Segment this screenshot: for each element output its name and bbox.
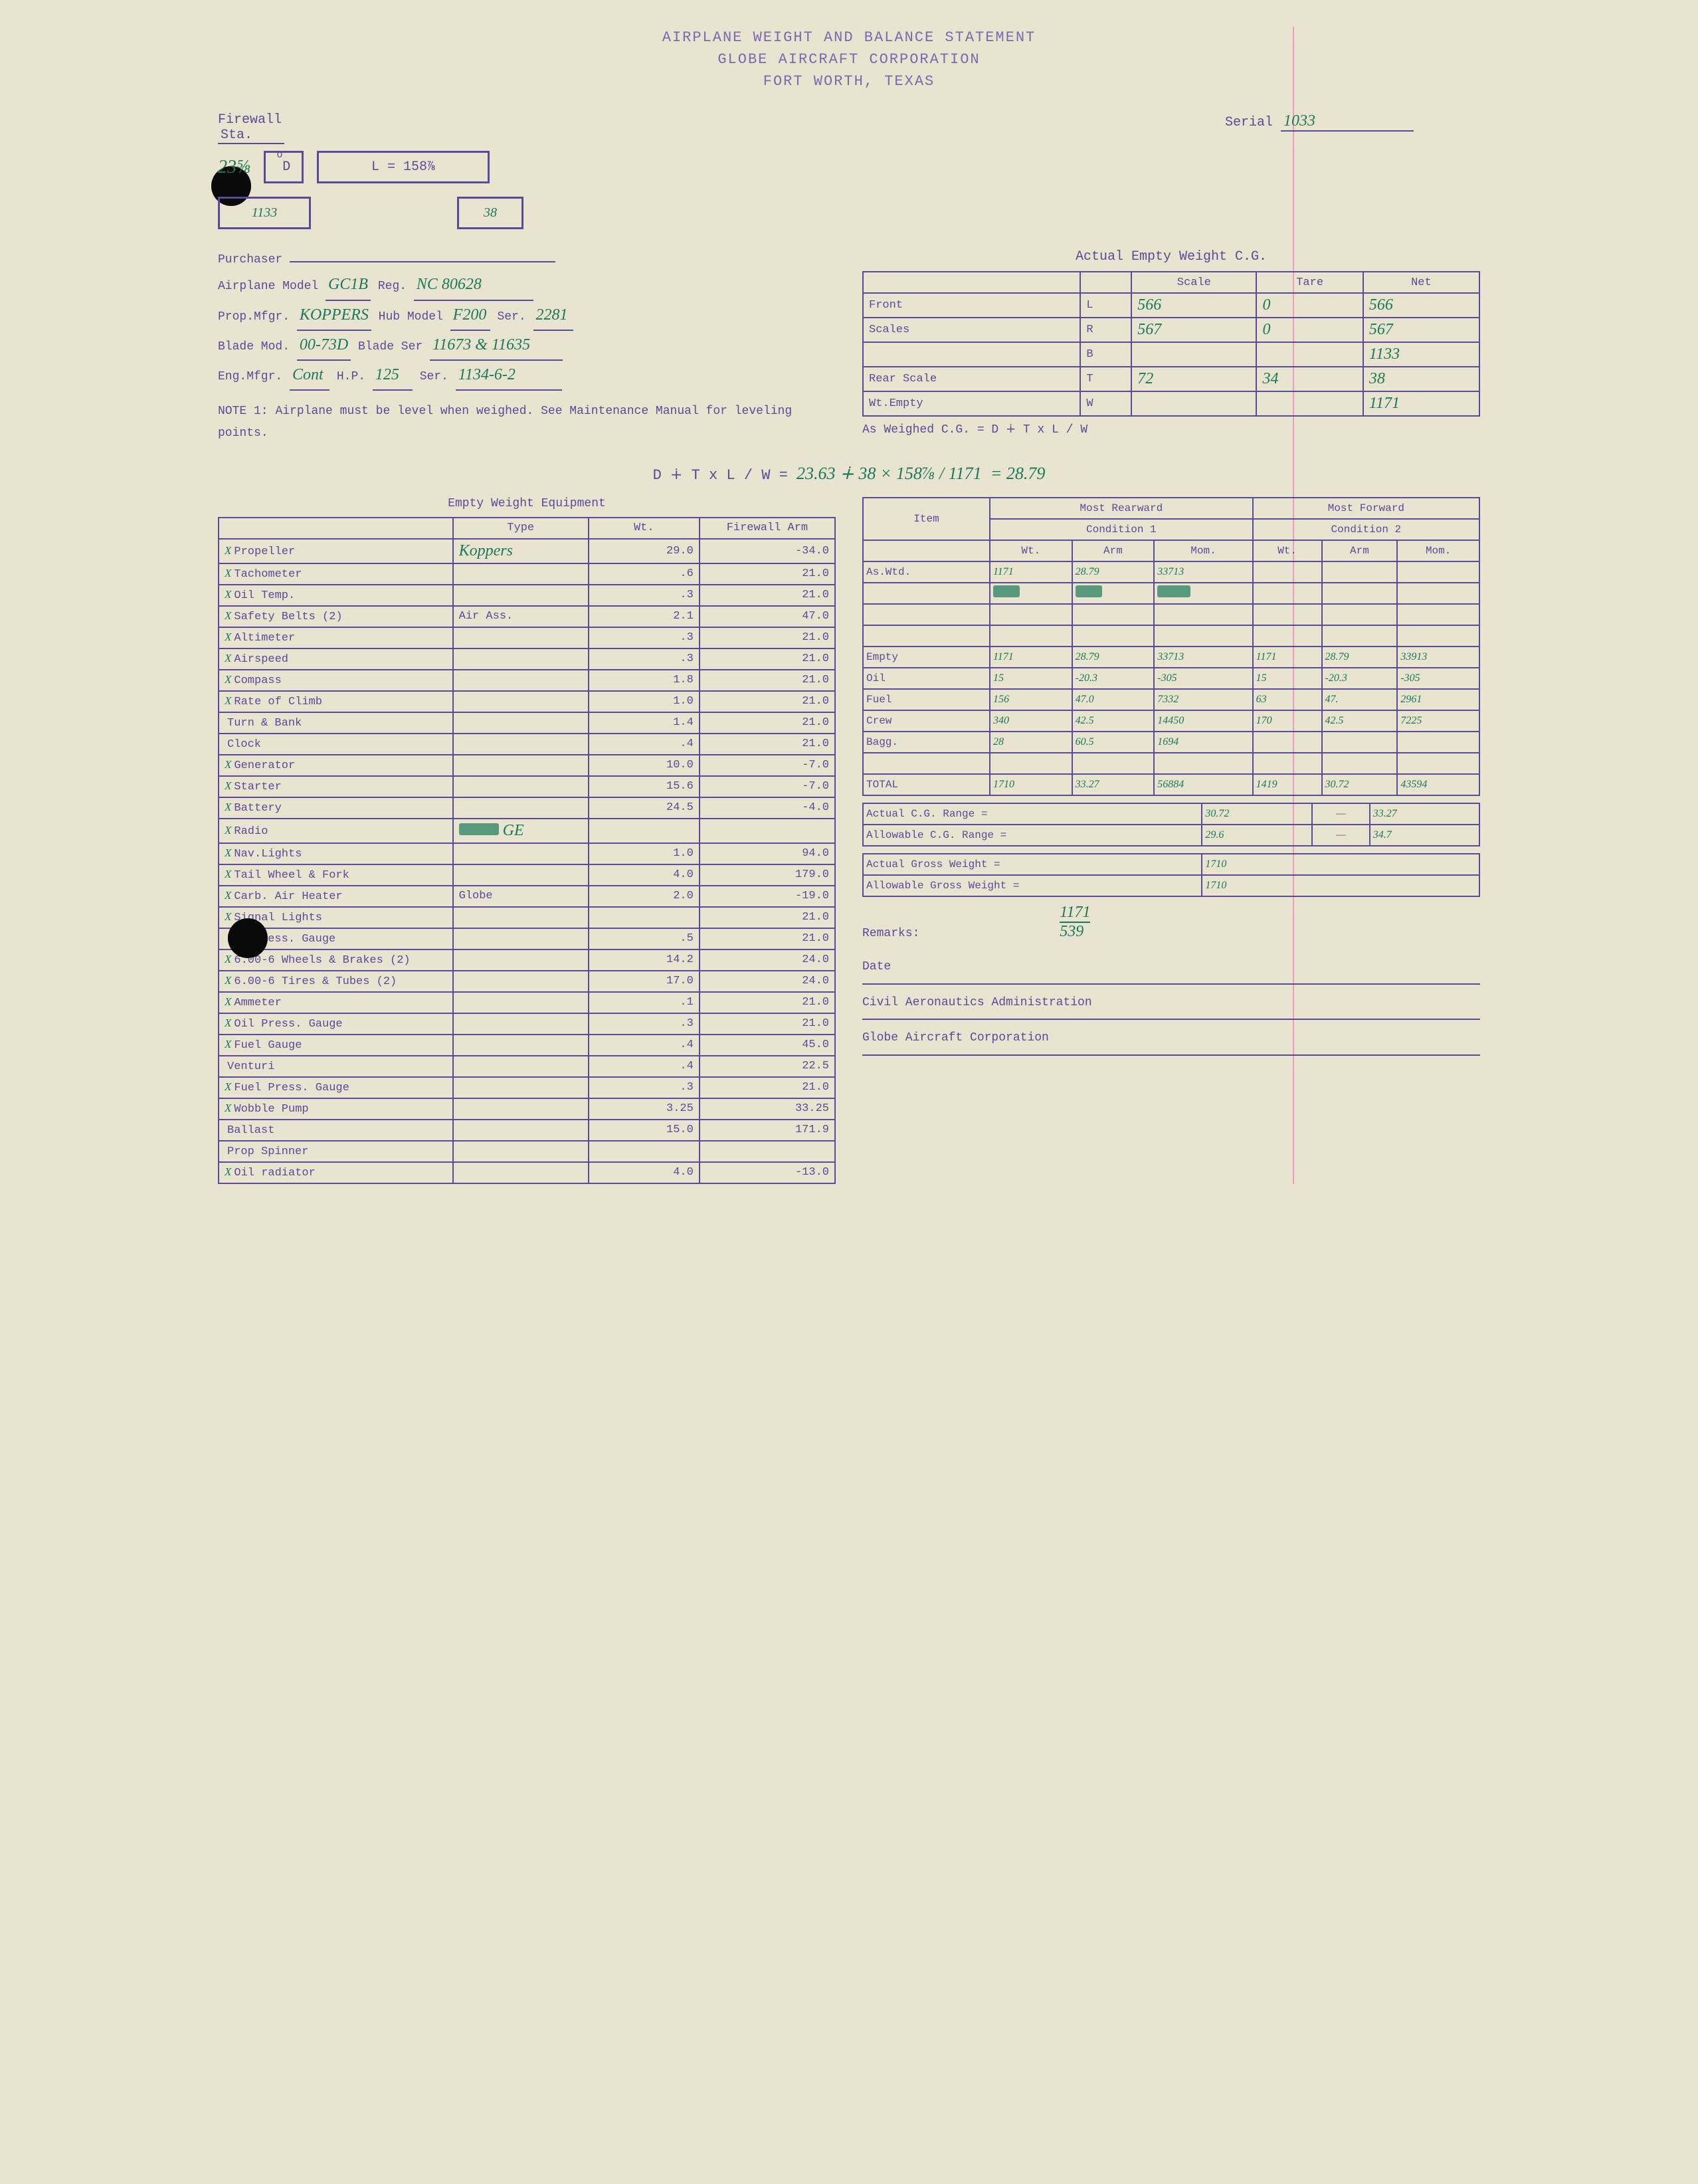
weights-table: Actual Gross Weight =1710Allowable Gross… — [862, 853, 1480, 897]
mid-section: Purchaser Airplane Model GC1B Reg. NC 80… — [218, 249, 1480, 444]
equip-row: X6.00-6 Wheels & Brakes (2)14.224.0 — [219, 949, 835, 971]
bottom-section: Empty Weight Equipment Type Wt. Firewall… — [218, 497, 1480, 1184]
header-title: AIRPLANE WEIGHT AND BALANCE STATEMENT — [218, 27, 1480, 49]
cond-row: Fuel15647.073326347.2961 — [863, 689, 1479, 710]
cg-formula-label: As Weighed C.G. = D ∔ T x L / W — [862, 422, 1480, 437]
equip-row: XOil Press. Gauge.321.0 — [219, 1013, 835, 1035]
ranges-table: Actual C.G. Range =30.72—33.27Allowable … — [862, 803, 1480, 846]
equipment-table: Type Wt. Firewall Arm XPropellerKoppers2… — [218, 517, 836, 1184]
cg-row: Rear ScaleT723438 — [863, 367, 1479, 391]
cond-row: Oil15-20.3-30515-20.3-305 — [863, 668, 1479, 689]
equip-row: XRadio GE — [219, 819, 835, 843]
cond-row: Crew34042.51445017042.57225 — [863, 710, 1479, 732]
cg-table-section: Actual Empty Weight C.G. Scale Tare Net … — [862, 249, 1480, 444]
equip-row: Ballast15.0171.9 — [219, 1120, 835, 1141]
d-value: 23⅝ — [218, 157, 250, 178]
globe-line: Globe Aircraft Corporation — [862, 1025, 1480, 1056]
cond-row: Bagg.2860.51694 — [863, 732, 1479, 753]
caa-line: Civil Aeronautics Administration — [862, 990, 1480, 1021]
value-boxes: 1133 38 — [218, 197, 1480, 229]
cond-row — [863, 625, 1479, 646]
value-38-box: 38 — [457, 197, 523, 229]
l-box: L = 158⅞ — [317, 151, 490, 183]
dimension-boxes: 23⅝ O D L = 158⅞ — [218, 151, 1480, 183]
weight-row: Allowable Gross Weight =1710 — [863, 875, 1479, 896]
equip-row: XGenerator10.0-7.0 — [219, 755, 835, 776]
d-box: O D — [264, 151, 304, 183]
equip-row: XFuel Press. Gauge.321.0 — [219, 1077, 835, 1098]
equip-row: XCarb. Air HeaterGlobe2.0-19.0 — [219, 886, 835, 907]
form-sheet: AIRPLANE WEIGHT AND BALANCE STATEMENT GL… — [218, 27, 1480, 1184]
cg-header-row: Scale Tare Net — [863, 272, 1479, 293]
serial-field: Serial 1033 — [1225, 112, 1414, 132]
condition-section: Item Most Rearward Most Forward Conditio… — [862, 497, 1480, 1184]
equip-row: Man.Press. Gauge.521.0 — [219, 928, 835, 949]
equip-row: XOil Temp..321.0 — [219, 585, 835, 606]
weight-box: 1133 — [218, 197, 311, 229]
equip-row: XWobble Pump3.2533.25 — [219, 1098, 835, 1120]
cg-table: Scale Tare Net FrontL5660566ScalesR56705… — [862, 271, 1480, 417]
equip-row: Turn & Bank1.421.0 — [219, 712, 835, 734]
serial-label: Serial — [1225, 115, 1273, 130]
footer-signatures: Date Civil Aeronautics Administration Gl… — [862, 954, 1480, 1056]
header-company: GLOBE AIRCRAFT CORPORATION — [218, 49, 1480, 70]
equip-row: Prop Spinner — [219, 1141, 835, 1162]
cond-row: Empty117128.7933713117128.7933913 — [863, 646, 1479, 668]
equip-row: X6.00-6 Tires & Tubes (2)17.024.0 — [219, 971, 835, 992]
equip-row: XOil radiator4.0-13.0 — [219, 1162, 835, 1183]
equip-row: XCompass1.821.0 — [219, 670, 835, 691]
fwd-header: Most Forward — [1253, 498, 1479, 519]
header-location: FORT WORTH, TEXAS — [218, 70, 1480, 92]
equip-row: XAirspeed.321.0 — [219, 648, 835, 670]
equip-row: XRate of Climb1.021.0 — [219, 691, 835, 712]
form-header: AIRPLANE WEIGHT AND BALANCE STATEMENT GL… — [218, 27, 1480, 92]
equip-row: XFuel Gauge.445.0 — [219, 1035, 835, 1056]
equip-title: Empty Weight Equipment — [218, 497, 836, 510]
cg-row: Wt.EmptyW1171 — [863, 391, 1479, 416]
equip-row: XAmmeter.121.0 — [219, 992, 835, 1013]
equip-row: XBattery24.5-4.0 — [219, 797, 835, 819]
equip-row: XTachometer.621.0 — [219, 563, 835, 585]
equip-row: Clock.421.0 — [219, 734, 835, 755]
condition-table: Item Most Rearward Most Forward Conditio… — [862, 497, 1480, 796]
main-formula: D ∔ T x L / W = 23.63 ∔ 38 × 158⅞ / 1171… — [218, 464, 1480, 484]
cond-row: TOTAL171033.2756884141930.7243594 — [863, 774, 1479, 795]
equip-row: XSignal Lights21.0 — [219, 907, 835, 928]
cond-row — [863, 583, 1479, 604]
equipment-section: Empty Weight Equipment Type Wt. Firewall… — [218, 497, 836, 1184]
cg-title: Actual Empty Weight C.G. — [862, 249, 1480, 264]
range-row: Allowable C.G. Range =29.6—34.7 — [863, 825, 1479, 846]
cond-row — [863, 753, 1479, 774]
equip-row: XStarter15.6-7.0 — [219, 776, 835, 797]
rear-header: Most Rearward — [990, 498, 1253, 519]
punch-hole — [228, 918, 268, 958]
cond-row: As.Wtd.117128.7933713 — [863, 561, 1479, 583]
cond-row — [863, 604, 1479, 625]
cg-row: ScalesR5670567 — [863, 318, 1479, 342]
top-area: Serial 1033 Firewall Sta. 23⅝ O D L = 15… — [218, 112, 1480, 229]
weight-row: Actual Gross Weight =1710 — [863, 854, 1479, 875]
date-line: Date — [862, 954, 1480, 985]
equip-row: XNav.Lights1.094.0 — [219, 843, 835, 864]
equip-row: XSafety Belts (2)Air Ass.2.147.0 — [219, 606, 835, 627]
remarks-row: Remarks: 1171 539 — [862, 904, 1480, 941]
serial-value: 1033 — [1281, 112, 1414, 132]
equip-row: XPropellerKoppers29.0-34.0 — [219, 539, 835, 563]
cg-row: B1133 — [863, 342, 1479, 367]
equip-row: XAltimeter.321.0 — [219, 627, 835, 648]
aircraft-info: Purchaser Airplane Model GC1B Reg. NC 80… — [218, 249, 836, 444]
equip-row: XTail Wheel & Fork4.0179.0 — [219, 864, 835, 886]
equip-row: Venturi.422.5 — [219, 1056, 835, 1077]
cg-row: FrontL5660566 — [863, 293, 1479, 318]
equip-header-row: Type Wt. Firewall Arm — [219, 518, 835, 539]
range-row: Actual C.G. Range =30.72—33.27 — [863, 803, 1479, 825]
